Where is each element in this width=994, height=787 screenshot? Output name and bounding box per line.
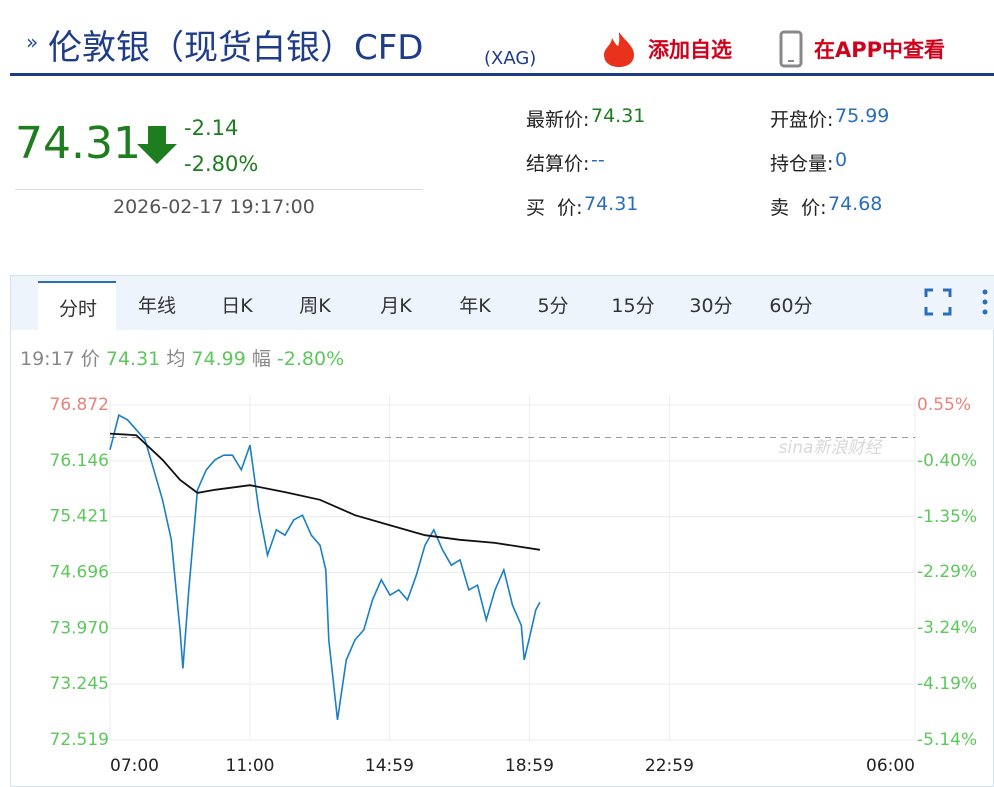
info-time: 19:17 (20, 348, 75, 370)
change: -2.14 (184, 116, 239, 140)
y2-tick-label: -5.14% (917, 730, 977, 750)
y-tick-label: 74.696 (50, 562, 109, 582)
field-value: 75.99 (835, 105, 890, 127)
y-tick-label: 73.970 (50, 618, 109, 638)
tab[interactable]: 日K (221, 295, 253, 317)
field-value: 74.31 (584, 193, 639, 215)
y2-tick-label: -0.40% (917, 451, 977, 471)
y2-tick-label: -1.35% (917, 507, 977, 527)
tab[interactable]: 分时 (58, 298, 97, 320)
x-tick-label: 18:59 (505, 756, 554, 776)
x-tick-label: 11:00 (226, 756, 275, 776)
field-value: 74.31 (591, 105, 646, 127)
watermark: sina新浪财经 (779, 438, 884, 458)
tab[interactable]: 15分 (611, 295, 655, 317)
y2-tick-label: -2.29% (917, 562, 977, 582)
tab[interactable]: 5分 (537, 295, 569, 317)
tab[interactable]: 月K (380, 295, 412, 317)
price: 74.31 (15, 118, 141, 169)
tab[interactable]: 周K (299, 295, 331, 317)
x-tick-label: 14:59 (365, 756, 414, 776)
down-arrow (137, 126, 177, 164)
y2-tick-label: 0.55% (917, 395, 971, 415)
info-value: -2.80% (276, 348, 345, 370)
info-label: 价 (80, 348, 100, 370)
tab[interactable]: 年线 (137, 295, 176, 317)
phone-icon (779, 30, 803, 68)
active-tab-bg (38, 281, 116, 332)
info-label: 幅 (251, 348, 271, 370)
change-pct: -2.80% (184, 152, 259, 176)
tab[interactable]: 年K (459, 295, 491, 317)
x-tick-label: 22:59 (645, 756, 694, 776)
field-label: 开盘价: (770, 109, 834, 131)
field-label: 卖 价: (770, 197, 827, 219)
info-value: 74.31 (105, 348, 161, 370)
field-label: 结算价: (526, 153, 590, 175)
x-tick-label: 07:00 (110, 756, 159, 776)
field-value: 74.68 (828, 193, 883, 215)
series-line (109, 414, 541, 721)
tab[interactable]: 30分 (689, 295, 733, 317)
y-tick-label: 75.421 (50, 507, 109, 527)
quote-time: 2026-02-17 19:17:00 (113, 196, 315, 218)
divider (15, 189, 423, 190)
field-label: 买 价: (526, 197, 583, 219)
field-value: 0 (835, 149, 848, 171)
title: 伦敦银（现货白银）CFD (48, 28, 424, 68)
title-icon: » (26, 30, 39, 54)
field-label: 最新价: (526, 109, 590, 131)
code: (XAG) (484, 48, 537, 69)
open-app[interactable]: 在APP中查看 (814, 38, 946, 62)
add-watchlist[interactable]: 添加自选 (648, 38, 732, 62)
y-tick-label: 73.245 (50, 674, 109, 694)
x-tick-label: 06:00 (866, 756, 915, 776)
y2-tick-label: -3.24% (917, 618, 977, 638)
series-line (109, 432, 541, 551)
y-tick-label: 76.872 (50, 395, 109, 415)
flame-icon (604, 32, 634, 67)
fullscreen-icon[interactable] (924, 288, 952, 316)
info-line: 19:17 价 74.31 均 74.99 幅 -2.80% (20, 344, 344, 371)
y2-tick-label: -4.19% (917, 674, 977, 694)
info-value: 74.99 (191, 348, 246, 370)
tab-bar (11, 276, 994, 330)
info-label: 均 (166, 348, 186, 370)
y-tick-label: 76.146 (50, 451, 109, 471)
header-rule (10, 73, 994, 76)
tab[interactable]: 60分 (769, 295, 813, 317)
y-tick-label: 72.519 (50, 730, 109, 750)
more-icon[interactable] (980, 288, 990, 316)
field-value: -- (591, 149, 605, 171)
field-label: 持仓量: (770, 153, 834, 175)
